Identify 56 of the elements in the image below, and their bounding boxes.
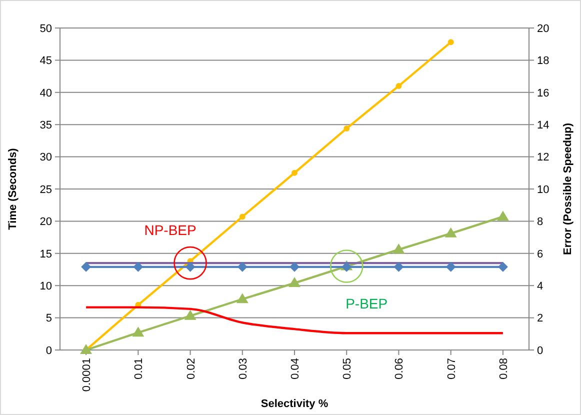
y2-tick-label: 4 bbox=[537, 280, 544, 292]
y-tick-label: 35 bbox=[40, 119, 52, 132]
point bbox=[290, 262, 300, 272]
point bbox=[496, 210, 509, 221]
point bbox=[288, 277, 300, 288]
y-tick-label: 15 bbox=[40, 248, 52, 260]
x-tick-label: 0.01 bbox=[133, 358, 146, 380]
y2-tick-label: 18 bbox=[537, 55, 550, 68]
point bbox=[292, 170, 298, 176]
y2-tick-label: 16 bbox=[537, 87, 550, 100]
point bbox=[237, 262, 248, 272]
point bbox=[133, 262, 144, 272]
x-tick-label: 0.07 bbox=[446, 358, 458, 380]
x-tick-label: 0.08 bbox=[498, 358, 510, 380]
x-tick-label: 0.04 bbox=[290, 358, 302, 380]
x-tick-label: 0.05 bbox=[342, 358, 354, 380]
y2-tick-label: 0 bbox=[537, 344, 544, 357]
x-axis-title: Selectivity % bbox=[260, 398, 328, 410]
point bbox=[344, 125, 350, 132]
y2-tick-label: 2 bbox=[537, 312, 544, 325]
annotation: P-BEP bbox=[346, 295, 388, 312]
y2-tick-label: 10 bbox=[537, 184, 550, 196]
y-tick-label: 25 bbox=[40, 184, 52, 196]
y-tick-label: 30 bbox=[40, 152, 52, 164]
point bbox=[80, 344, 92, 354]
y-tick-label: 10 bbox=[40, 280, 52, 292]
y-tick-label: 50 bbox=[40, 22, 52, 35]
y-tick-label: 40 bbox=[40, 87, 52, 100]
point bbox=[184, 310, 196, 320]
point bbox=[396, 82, 402, 89]
y-tick-label: 0 bbox=[46, 344, 52, 357]
point bbox=[498, 262, 508, 272]
y-tick-label: 45 bbox=[40, 55, 52, 68]
y2-tick-label: 8 bbox=[537, 216, 544, 228]
point bbox=[394, 262, 404, 272]
point bbox=[444, 227, 457, 238]
point bbox=[239, 214, 246, 220]
point bbox=[132, 326, 144, 337]
x-tick-label: 0.0001 bbox=[81, 358, 94, 392]
point bbox=[236, 293, 248, 304]
y-tick-label: 20 bbox=[40, 216, 52, 228]
y2-tick-label: 20 bbox=[537, 22, 550, 35]
y2-tick-label: 6 bbox=[537, 248, 544, 260]
point bbox=[392, 244, 405, 254]
y2-tick-label: 12 bbox=[537, 152, 550, 164]
x-tick-label: 0.03 bbox=[237, 358, 250, 380]
x-tick-label: 0.06 bbox=[394, 358, 406, 380]
y-axis-title: Time (Seconds) bbox=[7, 148, 19, 230]
point bbox=[446, 262, 456, 272]
y-tick-label: 5 bbox=[46, 312, 52, 325]
point bbox=[81, 262, 92, 272]
x-tick-label: 0.02 bbox=[185, 358, 198, 380]
y2-tick-label: 14 bbox=[537, 119, 550, 132]
annotation: NP-BEP bbox=[144, 222, 196, 238]
point bbox=[448, 39, 454, 46]
y2-axis-title: Error (Possible Speedup) bbox=[562, 122, 574, 256]
